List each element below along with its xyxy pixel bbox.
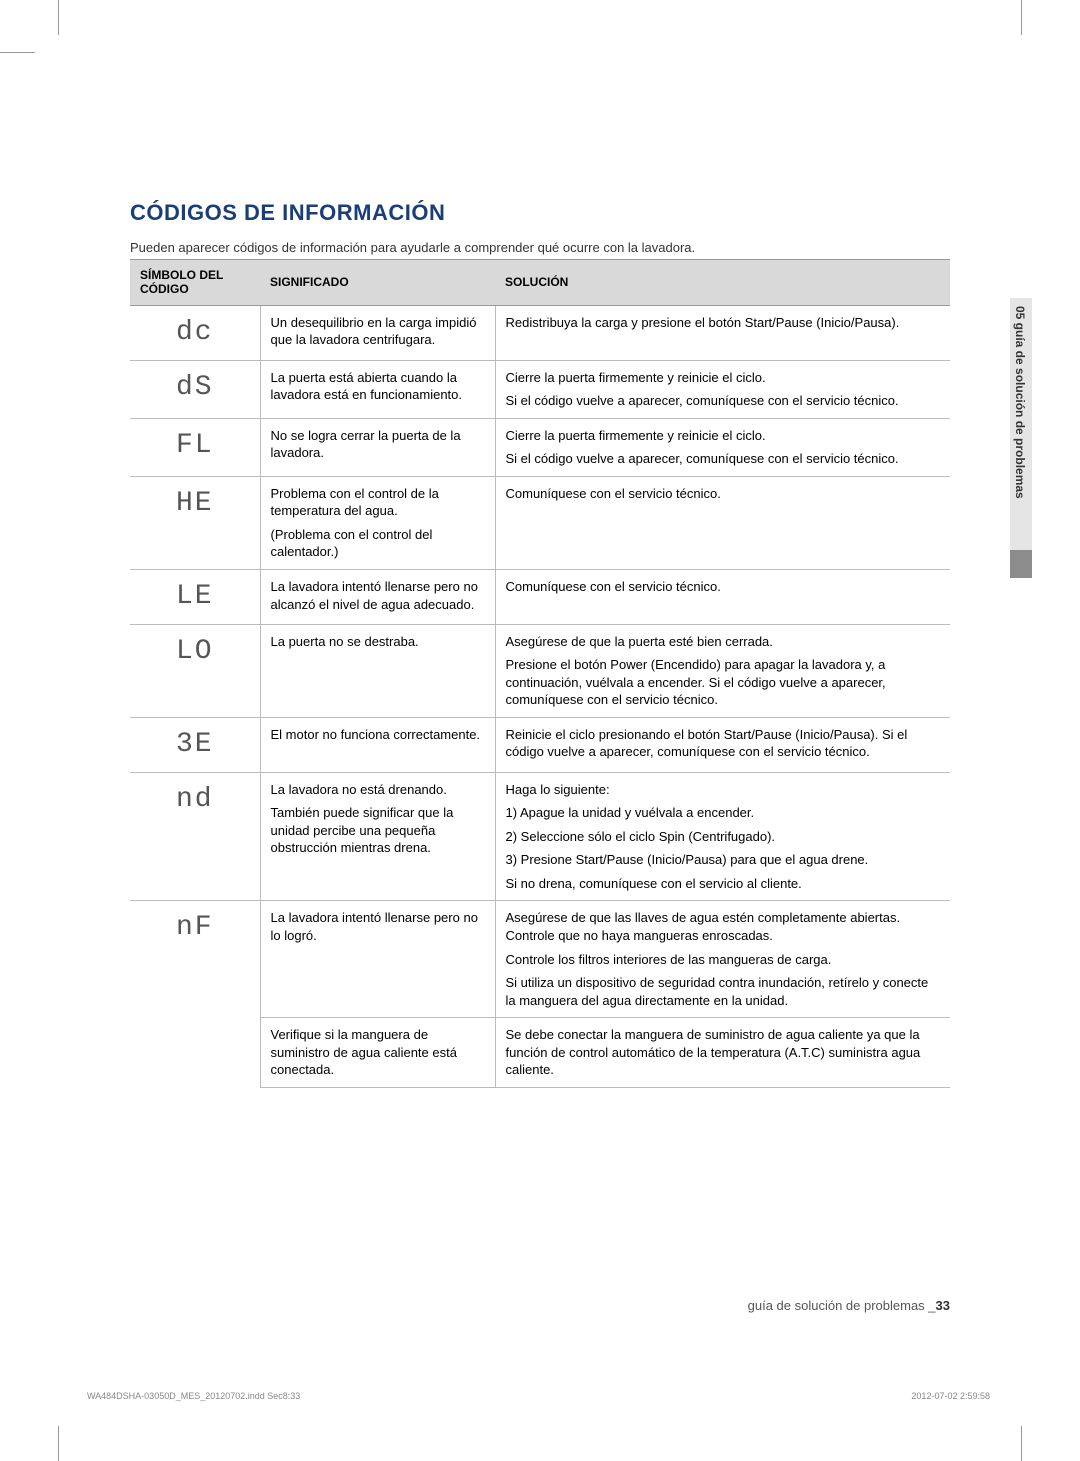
col-header-symbol: SÍMBOLO DEL CÓDIGO [130, 260, 260, 306]
code-symbol: 3E [130, 717, 260, 772]
code-meaning: Verifique si la manguera de suministro d… [260, 1018, 495, 1088]
code-solution: Comuníquese con el servicio técnico. [495, 476, 950, 569]
code-symbol: LE [130, 569, 260, 624]
code-symbol: LO [130, 624, 260, 717]
code-meaning: La puerta no se destraba. [260, 624, 495, 717]
col-header-meaning: SIGNIFICADO [260, 260, 495, 306]
code-meaning: Un desequilibrio en la carga impidió que… [260, 305, 495, 360]
table-row: LELa lavadora intentó llenarse pero no a… [130, 569, 950, 624]
intro-text: Pueden aparecer códigos de información p… [130, 240, 950, 255]
code-symbol: nF [130, 901, 260, 1087]
code-symbol: dS [130, 360, 260, 418]
table-row: 3EEl motor no funciona correctamente.Rei… [130, 717, 950, 772]
code-meaning: La lavadora intentó llenarse pero no alc… [260, 569, 495, 624]
code-solution: Cierre la puerta firmemente y reinicie e… [495, 360, 950, 418]
code-solution: Haga lo siguiente:1) Apague la unidad y … [495, 772, 950, 901]
table-row: LOLa puerta no se destraba.Asegúrese de … [130, 624, 950, 717]
table-row: nFLa lavadora intentó llenarse pero no l… [130, 901, 950, 1018]
code-meaning: No se logra cerrar la puerta de la lavad… [260, 418, 495, 476]
code-meaning: La lavadora intentó llenarse pero no lo … [260, 901, 495, 1018]
footer-file: WA484DSHA-03050D_MES_20120702.indd Sec8:… [87, 1391, 300, 1401]
footer-page-label: guía de solución de problemas _33 [748, 1298, 950, 1313]
table-row: ndLa lavadora no está drenando.También p… [130, 772, 950, 901]
table-row: HEProblema con el control de la temperat… [130, 476, 950, 569]
table-row: FLNo se logra cerrar la puerta de la lav… [130, 418, 950, 476]
code-meaning: Problema con el control de la temperatur… [260, 476, 495, 569]
code-meaning: El motor no funciona correctamente. [260, 717, 495, 772]
code-solution: Asegúrese de que la puerta esté bien cer… [495, 624, 950, 717]
code-symbol: HE [130, 476, 260, 569]
code-solution: Redistribuya la carga y presione el botó… [495, 305, 950, 360]
code-symbol: dc [130, 305, 260, 360]
code-solution: Cierre la puerta firmemente y reinicie e… [495, 418, 950, 476]
table-row: dSLa puerta está abierta cuando la lavad… [130, 360, 950, 418]
code-meaning: La puerta está abierta cuando la lavador… [260, 360, 495, 418]
code-meaning: La lavadora no está drenando.También pue… [260, 772, 495, 901]
code-solution: Reinicie el ciclo presionando el botón S… [495, 717, 950, 772]
footer-text: guía de solución de problemas _ [748, 1298, 936, 1313]
section-title: CÓDIGOS DE INFORMACIÓN [130, 200, 950, 226]
code-solution: Asegúrese de que las llaves de agua esté… [495, 901, 950, 1018]
footer-timestamp: 2012-07-02 2:59:58 [911, 1391, 990, 1401]
code-solution: Comuníquese con el servicio técnico. [495, 569, 950, 624]
table-row: dcUn desequilibrio en la carga impidió q… [130, 305, 950, 360]
code-solution: Se debe conectar la manguera de suminist… [495, 1018, 950, 1088]
code-symbol: nd [130, 772, 260, 901]
col-header-solution: SOLUCIÓN [495, 260, 950, 306]
codes-table: SÍMBOLO DEL CÓDIGO SIGNIFICADO SOLUCIÓN … [130, 259, 950, 1088]
code-symbol: FL [130, 418, 260, 476]
footer-page-number: 33 [936, 1298, 950, 1313]
